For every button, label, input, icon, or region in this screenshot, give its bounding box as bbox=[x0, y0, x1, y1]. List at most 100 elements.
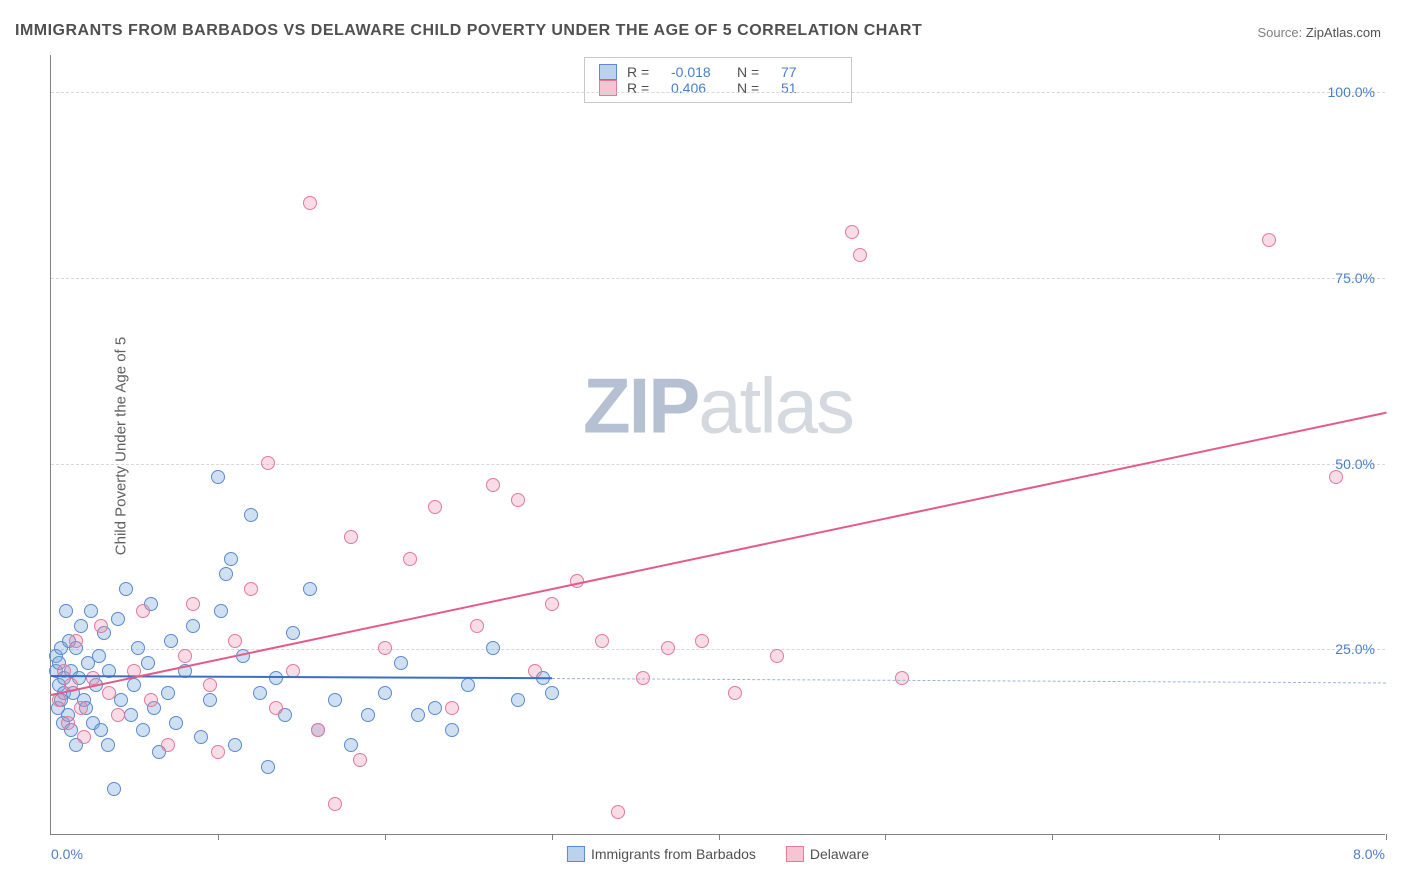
data-point bbox=[52, 693, 66, 707]
data-point bbox=[378, 686, 392, 700]
data-point bbox=[611, 805, 625, 819]
R-label: R = bbox=[627, 80, 661, 96]
source-link[interactable]: ZipAtlas.com bbox=[1306, 25, 1381, 40]
data-point bbox=[361, 708, 375, 722]
y-tick-label: 100.0% bbox=[1328, 84, 1375, 100]
data-point bbox=[74, 701, 88, 715]
gridline bbox=[51, 464, 1385, 465]
data-point bbox=[728, 686, 742, 700]
data-point bbox=[164, 634, 178, 648]
data-point bbox=[269, 701, 283, 715]
data-point bbox=[445, 723, 459, 737]
data-point bbox=[61, 716, 75, 730]
R-value-delaware: 0.406 bbox=[671, 80, 727, 96]
data-point bbox=[86, 671, 100, 685]
data-point bbox=[353, 753, 367, 767]
chart-title: IMMIGRANTS FROM BARBADOS VS DELAWARE CHI… bbox=[15, 22, 922, 40]
data-point bbox=[92, 649, 106, 663]
data-point bbox=[203, 678, 217, 692]
data-point bbox=[107, 782, 121, 796]
swatch-blue bbox=[567, 846, 585, 862]
data-point bbox=[214, 604, 228, 618]
data-point bbox=[770, 649, 784, 663]
data-point bbox=[486, 478, 500, 492]
data-point bbox=[111, 708, 125, 722]
data-point bbox=[528, 664, 542, 678]
data-point bbox=[101, 738, 115, 752]
data-point bbox=[486, 641, 500, 655]
legend-item-barbados: Immigrants from Barbados bbox=[567, 846, 756, 862]
data-point bbox=[94, 619, 108, 633]
x-tick-label: 0.0% bbox=[51, 846, 83, 862]
x-tick bbox=[1219, 834, 1220, 840]
data-point bbox=[853, 248, 867, 262]
N-value-barbados: 77 bbox=[781, 64, 837, 80]
x-tick bbox=[1052, 834, 1053, 840]
data-point bbox=[136, 604, 150, 618]
data-point bbox=[695, 634, 709, 648]
data-point bbox=[244, 582, 258, 596]
swatch-blue bbox=[599, 64, 617, 80]
data-point bbox=[303, 582, 317, 596]
data-point bbox=[186, 619, 200, 633]
data-point bbox=[211, 745, 225, 759]
data-point bbox=[186, 597, 200, 611]
watermark-bold: ZIP bbox=[583, 361, 698, 449]
data-point bbox=[261, 760, 275, 774]
x-tick bbox=[885, 834, 886, 840]
data-point bbox=[1329, 470, 1343, 484]
source-prefix: Source: bbox=[1257, 25, 1305, 40]
x-tick bbox=[385, 834, 386, 840]
scatter-plot-area: ZIPatlas R = -0.018 N = 77 R = 0.406 N =… bbox=[50, 55, 1385, 835]
data-point bbox=[344, 738, 358, 752]
data-point bbox=[253, 686, 267, 700]
data-point bbox=[303, 196, 317, 210]
gridline bbox=[51, 278, 1385, 279]
data-point bbox=[228, 634, 242, 648]
data-point bbox=[895, 671, 909, 685]
data-point bbox=[131, 641, 145, 655]
data-point bbox=[94, 723, 108, 737]
x-tick bbox=[719, 834, 720, 840]
data-point bbox=[328, 797, 342, 811]
x-tick-label: 8.0% bbox=[1353, 846, 1385, 862]
data-point bbox=[286, 626, 300, 640]
correlation-legend: R = -0.018 N = 77 R = 0.406 N = 51 bbox=[584, 57, 852, 103]
data-point bbox=[114, 693, 128, 707]
y-tick-label: 25.0% bbox=[1335, 641, 1375, 657]
data-point bbox=[311, 723, 325, 737]
data-point bbox=[74, 619, 88, 633]
data-point bbox=[161, 738, 175, 752]
R-value-barbados: -0.018 bbox=[671, 64, 727, 80]
swatch-pink bbox=[786, 846, 804, 862]
gridline bbox=[51, 92, 1385, 93]
y-tick-label: 50.0% bbox=[1335, 456, 1375, 472]
legend-row-delaware: R = 0.406 N = 51 bbox=[599, 80, 837, 96]
series-legend: Immigrants from Barbados Delaware bbox=[567, 846, 869, 862]
data-point bbox=[403, 552, 417, 566]
data-point bbox=[445, 701, 459, 715]
data-point bbox=[127, 678, 141, 692]
data-point bbox=[545, 686, 559, 700]
legend-label-barbados: Immigrants from Barbados bbox=[591, 846, 756, 862]
data-point bbox=[378, 641, 392, 655]
watermark: ZIPatlas bbox=[583, 360, 853, 451]
data-point bbox=[141, 656, 155, 670]
N-label: N = bbox=[737, 80, 771, 96]
data-point bbox=[428, 701, 442, 715]
data-point bbox=[461, 678, 475, 692]
data-point bbox=[119, 582, 133, 596]
gridline bbox=[51, 649, 1385, 650]
data-point bbox=[428, 500, 442, 514]
x-tick bbox=[218, 834, 219, 840]
x-tick bbox=[1386, 834, 1387, 840]
R-label: R = bbox=[627, 64, 661, 80]
data-point bbox=[124, 708, 138, 722]
N-label: N = bbox=[737, 64, 771, 80]
y-tick-label: 75.0% bbox=[1335, 270, 1375, 286]
data-point bbox=[224, 552, 238, 566]
data-point bbox=[136, 723, 150, 737]
data-point bbox=[511, 693, 525, 707]
x-tick bbox=[552, 834, 553, 840]
trend-line bbox=[552, 678, 1386, 683]
